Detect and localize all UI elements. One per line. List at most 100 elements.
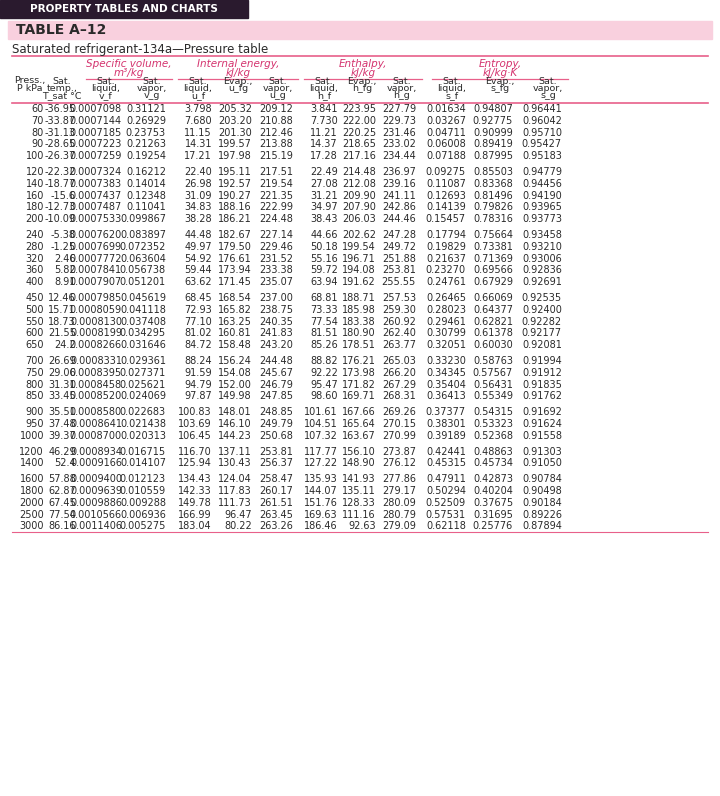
Text: 207.90: 207.90 <box>342 202 376 213</box>
Text: 176.61: 176.61 <box>218 254 252 263</box>
Text: s_g: s_g <box>540 92 556 100</box>
Text: 156.24: 156.24 <box>218 356 252 366</box>
Text: 227.79: 227.79 <box>382 104 416 114</box>
Text: 186.21: 186.21 <box>218 214 252 224</box>
Text: 0.056738: 0.056738 <box>120 265 166 275</box>
Text: 0.37377: 0.37377 <box>426 408 466 417</box>
Text: 199.54: 199.54 <box>342 242 376 252</box>
Text: 265.03: 265.03 <box>382 356 416 366</box>
Text: 253.81: 253.81 <box>382 265 416 275</box>
Text: 240.35: 240.35 <box>259 317 293 326</box>
Text: 0.0007185: 0.0007185 <box>70 127 122 138</box>
Text: 178.51: 178.51 <box>342 340 376 350</box>
Text: 0.0007487: 0.0007487 <box>70 202 122 213</box>
Text: 0.0007223: 0.0007223 <box>70 139 122 150</box>
Text: PROPERTY TABLES AND CHARTS: PROPERTY TABLES AND CHARTS <box>30 4 218 14</box>
Text: 0.12348: 0.12348 <box>126 190 166 201</box>
Text: 222.99: 222.99 <box>259 202 293 213</box>
Text: 0.93773: 0.93773 <box>522 214 562 224</box>
Text: -26.37: -26.37 <box>45 151 76 162</box>
Text: 0.75664: 0.75664 <box>473 230 513 240</box>
Text: liquid,: liquid, <box>438 84 467 93</box>
Text: 244.48: 244.48 <box>259 356 293 366</box>
Text: 5.82: 5.82 <box>55 265 76 275</box>
Text: 54.92: 54.92 <box>184 254 212 263</box>
Text: 0.25776: 0.25776 <box>473 521 513 532</box>
Text: 3000: 3000 <box>19 521 44 532</box>
Text: 0.09275: 0.09275 <box>426 167 466 177</box>
Text: 68.81: 68.81 <box>310 293 338 303</box>
Text: Enthalpy,: Enthalpy, <box>339 59 387 69</box>
Text: 224.48: 224.48 <box>259 214 293 224</box>
Text: 81.51: 81.51 <box>310 329 338 338</box>
Text: 52.4: 52.4 <box>55 458 76 468</box>
Text: 0.01634: 0.01634 <box>426 104 466 114</box>
Text: 128.33: 128.33 <box>342 498 376 508</box>
Text: 62.87: 62.87 <box>48 486 76 496</box>
Text: 247.28: 247.28 <box>382 230 416 240</box>
Text: 0.81496: 0.81496 <box>473 190 513 201</box>
Text: 0.33230: 0.33230 <box>426 356 466 366</box>
Text: 163.25: 163.25 <box>218 317 252 326</box>
Text: 0.027371: 0.027371 <box>120 368 166 378</box>
Text: 550: 550 <box>25 317 44 326</box>
Text: 750: 750 <box>25 368 44 378</box>
Text: 1800: 1800 <box>19 486 44 496</box>
Text: 57.88: 57.88 <box>48 474 76 484</box>
Text: 111.16: 111.16 <box>343 509 376 520</box>
Text: 0.52509: 0.52509 <box>426 498 466 508</box>
Text: 0.0009639: 0.0009639 <box>70 486 122 496</box>
Text: 0.29461: 0.29461 <box>426 317 466 326</box>
Text: 212.46: 212.46 <box>259 127 293 138</box>
Text: 3.841: 3.841 <box>310 104 338 114</box>
Text: 0.0009400: 0.0009400 <box>70 474 122 484</box>
Text: kJ/kg: kJ/kg <box>351 68 376 78</box>
Text: u_f: u_f <box>191 92 205 100</box>
Text: 0.94807: 0.94807 <box>473 104 513 114</box>
Text: 0.0007907: 0.0007907 <box>70 277 122 287</box>
Text: 44.66: 44.66 <box>310 230 338 240</box>
Bar <box>0 0 248 18</box>
Text: 171.45: 171.45 <box>218 277 252 287</box>
Text: 101.61: 101.61 <box>305 408 338 417</box>
Text: 262.40: 262.40 <box>382 329 416 338</box>
Text: 0.91762: 0.91762 <box>522 392 562 401</box>
Text: 60: 60 <box>32 104 44 114</box>
Text: 276.12: 276.12 <box>382 458 416 468</box>
Text: 0.79826: 0.79826 <box>473 202 513 213</box>
Text: 0.0008059: 0.0008059 <box>70 305 122 314</box>
Text: 237.00: 237.00 <box>259 293 293 303</box>
Text: 148.01: 148.01 <box>218 408 252 417</box>
Text: 0.40204: 0.40204 <box>473 486 513 496</box>
Text: 0.0008934: 0.0008934 <box>70 447 122 457</box>
Text: 63.94: 63.94 <box>310 277 338 287</box>
Text: Sat.: Sat. <box>189 76 207 85</box>
Text: 0.92836: 0.92836 <box>522 265 562 275</box>
Text: -22.32: -22.32 <box>45 167 76 177</box>
Text: Sat.: Sat. <box>96 76 115 85</box>
Text: Press.,: Press., <box>14 76 45 85</box>
Text: 0.0008458: 0.0008458 <box>70 380 122 389</box>
Text: 117.83: 117.83 <box>218 486 252 496</box>
Text: 0.55349: 0.55349 <box>473 392 513 401</box>
Text: 0.91994: 0.91994 <box>522 356 562 366</box>
Text: 202.62: 202.62 <box>342 230 376 240</box>
Text: 1000: 1000 <box>19 431 44 441</box>
Text: 0.099867: 0.099867 <box>120 214 166 224</box>
Text: 148.90: 148.90 <box>343 458 376 468</box>
Text: 186.46: 186.46 <box>305 521 338 532</box>
Text: 106.45: 106.45 <box>179 431 212 441</box>
Text: 209.12: 209.12 <box>259 104 293 114</box>
Text: 156.10: 156.10 <box>342 447 376 457</box>
Text: 3.798: 3.798 <box>184 104 212 114</box>
Text: 171.82: 171.82 <box>342 380 376 389</box>
Text: 263.45: 263.45 <box>259 509 293 520</box>
Text: Sat.: Sat. <box>315 76 333 85</box>
Text: 0.0007620: 0.0007620 <box>70 230 122 240</box>
Text: 270.99: 270.99 <box>382 431 416 441</box>
Text: 268.31: 268.31 <box>382 392 416 401</box>
Text: 0.93006: 0.93006 <box>522 254 562 263</box>
Text: 0.54315: 0.54315 <box>473 408 513 417</box>
Text: 0.0007098: 0.0007098 <box>70 104 122 114</box>
Text: Sat.: Sat. <box>53 76 71 85</box>
